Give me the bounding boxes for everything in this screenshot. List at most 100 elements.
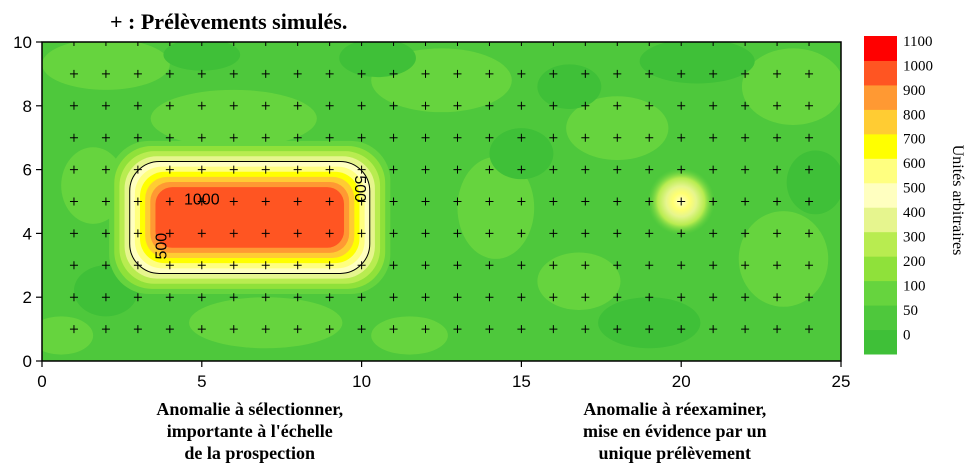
sample-marker — [485, 197, 494, 206]
sample-marker — [69, 261, 78, 270]
sample-marker — [549, 197, 558, 206]
sample-marker — [69, 293, 78, 302]
sample-marker — [453, 69, 462, 78]
sample-marker — [677, 261, 686, 270]
sample-marker — [165, 69, 174, 78]
anomaly-contour-band — [155, 187, 345, 248]
sample-marker — [293, 197, 302, 206]
sample-marker — [229, 165, 238, 174]
sample-marker — [485, 69, 494, 78]
sample-marker — [293, 101, 302, 110]
sample-marker — [581, 261, 590, 270]
sample-marker — [133, 325, 142, 334]
sample-marker — [133, 229, 142, 238]
sample-marker — [677, 133, 686, 142]
x-axis: 0 5 10 15 20 25 — [37, 361, 850, 391]
low-value-region — [489, 128, 554, 180]
sample-marker — [549, 229, 558, 238]
sample-marker — [165, 42, 174, 46]
low-value-field — [42, 42, 841, 355]
colorbar-tick-label: 300 — [903, 230, 926, 246]
sample-marker — [773, 69, 782, 78]
sample-marker — [549, 165, 558, 174]
sample-marker — [197, 261, 206, 270]
sample-marker — [133, 101, 142, 110]
colorbar-label: Unités arbitraires — [949, 145, 966, 256]
chart-title: + : Prélèvements simulés. — [110, 9, 347, 34]
sample-marker — [101, 165, 110, 174]
sample-marker — [709, 325, 718, 334]
sample-marker — [421, 42, 430, 46]
sample-marker — [773, 293, 782, 302]
sample-marker — [741, 69, 750, 78]
sample-marker — [453, 229, 462, 238]
y-tick-label: 8 — [23, 97, 32, 116]
sample-marker — [229, 101, 238, 110]
sample-marker — [773, 197, 782, 206]
sample-marker — [165, 229, 174, 238]
sample-marker — [517, 69, 526, 78]
sample-marker — [773, 261, 782, 270]
sample-marker — [581, 69, 590, 78]
colorbar-tick-label: 900 — [903, 83, 926, 99]
sample-marker — [357, 293, 366, 302]
contour-label: 500 — [351, 175, 368, 202]
sample-marker — [741, 133, 750, 142]
sample-marker — [69, 325, 78, 334]
sample-marker — [325, 325, 334, 334]
sample-marker — [293, 293, 302, 302]
sample-marker — [165, 101, 174, 110]
sample-marker — [101, 197, 110, 206]
sample-marker — [389, 197, 398, 206]
low-value-region — [42, 42, 170, 90]
sample-marker — [325, 42, 334, 46]
sample-marker — [261, 133, 270, 142]
y-tick-label: 2 — [23, 288, 32, 307]
sample-marker — [357, 101, 366, 110]
colorbar-tick-label: 200 — [903, 254, 926, 270]
low-value-region — [150, 89, 317, 148]
sample-marker — [453, 165, 462, 174]
sample-marker — [357, 261, 366, 270]
sample-marker — [389, 325, 398, 334]
sample-marker — [581, 197, 590, 206]
sample-marker — [197, 69, 206, 78]
sample-marker — [69, 101, 78, 110]
sample-marker — [325, 261, 334, 270]
sample-marker — [709, 197, 718, 206]
sample-marker — [325, 101, 334, 110]
colorbar-swatch — [864, 182, 897, 208]
low-value-region — [741, 48, 841, 125]
colorbar-tick-label: 500 — [903, 181, 926, 197]
sample-marker — [709, 133, 718, 142]
sample-marker — [261, 261, 270, 270]
colorbar-swatch — [864, 109, 897, 135]
low-value-region — [537, 64, 602, 109]
sample-marker — [517, 261, 526, 270]
low-value-region — [339, 42, 416, 78]
colorbar-swatch — [864, 256, 897, 282]
sample-marker — [485, 42, 494, 46]
sample-marker — [645, 293, 654, 302]
sample-marker — [549, 42, 558, 46]
sample-marker — [101, 101, 110, 110]
sample-marker — [357, 69, 366, 78]
annotation-line: Anomalie à réexaminer, — [583, 399, 766, 419]
sample-marker — [69, 42, 78, 46]
sample-marker — [517, 293, 526, 302]
sample-marker — [69, 229, 78, 238]
sample-marker — [709, 69, 718, 78]
sample-marker — [197, 229, 206, 238]
sample-marker — [677, 69, 686, 78]
sample-marker — [645, 101, 654, 110]
sample-marker — [645, 197, 654, 206]
sample-marker — [133, 42, 142, 46]
sample-marker — [581, 101, 590, 110]
sample-marker — [485, 229, 494, 238]
sample-marker — [197, 133, 206, 142]
sample-marker — [581, 133, 590, 142]
sample-marker — [773, 42, 782, 46]
sample-marker — [357, 165, 366, 174]
sample-marker — [357, 197, 366, 206]
